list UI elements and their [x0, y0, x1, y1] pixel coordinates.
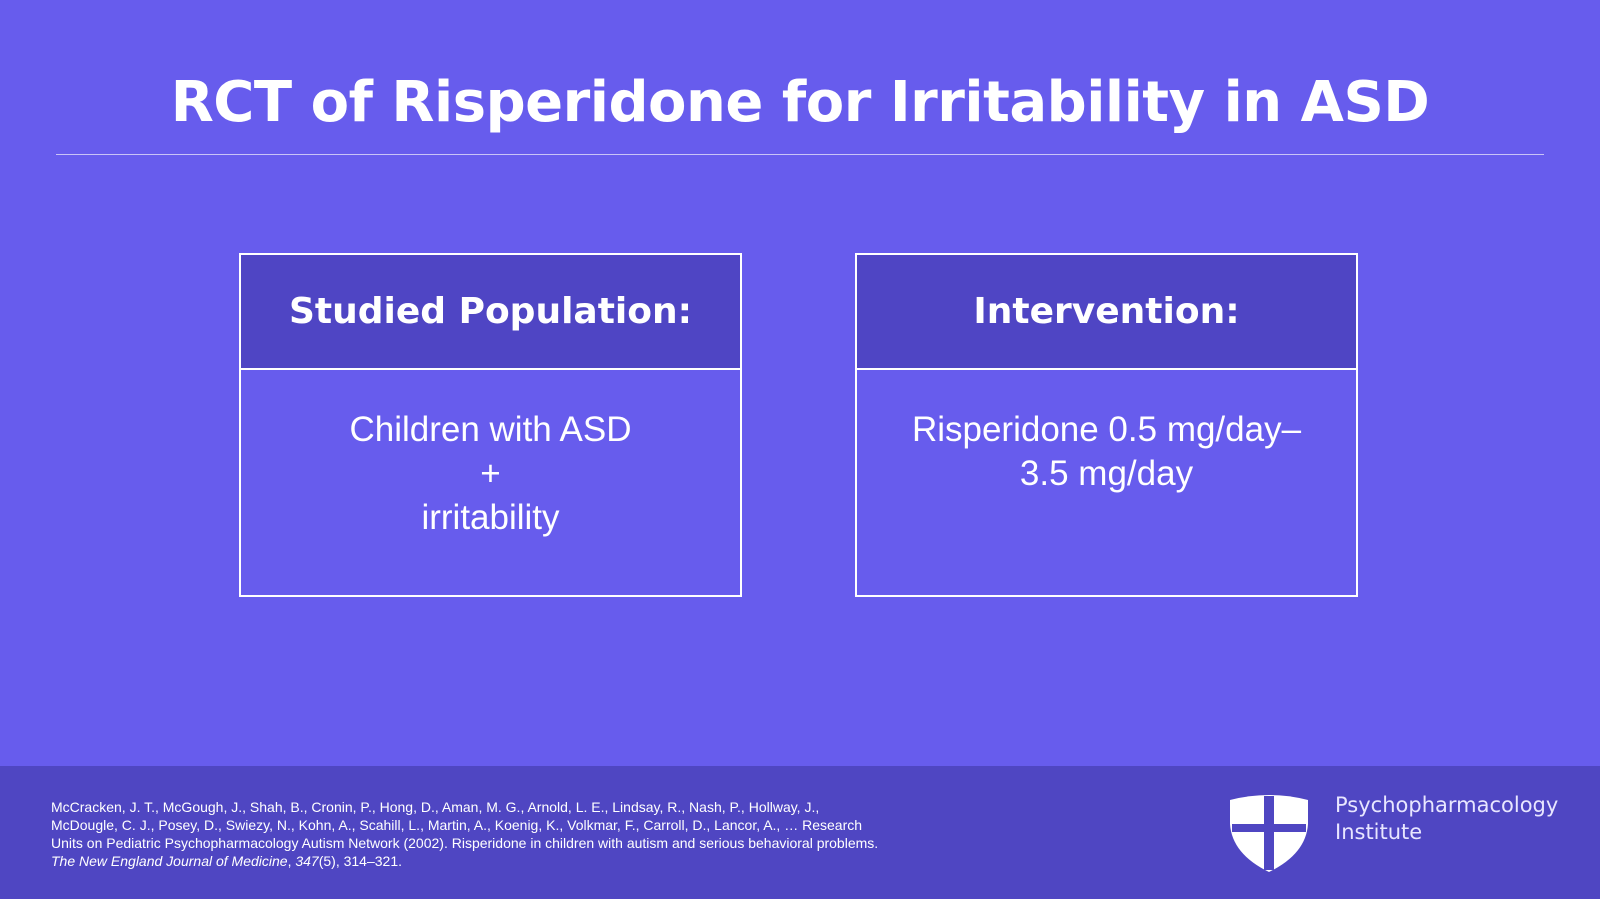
citation-text: McCracken, J. T., McGough, J., Shah, B.,…: [51, 799, 879, 851]
box-header: Studied Population:: [241, 255, 740, 370]
box-line: 3.5 mg/day: [1019, 454, 1194, 493]
box-body: Children with ASD + irritability: [241, 370, 740, 540]
citation-journal: The New England Journal of Medicine: [51, 853, 288, 869]
slide-title: RCT of Risperidone for Irritability in A…: [170, 70, 1430, 135]
box-line: Children with ASD: [349, 410, 632, 449]
box-body: Risperidone 0.5 mg/day– 3.5 mg/day: [857, 370, 1356, 496]
footer: McCracken, J. T., McGough, J., Shah, B.,…: [0, 766, 1600, 899]
logo-shield: [1230, 795, 1308, 872]
divider: [56, 154, 1544, 155]
info-box: Studied Population: Children with ASD + …: [239, 253, 742, 597]
logo-line: Institute: [1335, 820, 1423, 844]
box-line: Risperidone 0.5 mg/day–: [911, 410, 1302, 449]
box-header: Intervention:: [857, 255, 1356, 370]
box-line: +: [480, 454, 501, 493]
logo-text: Psychopharmacology Institute: [1335, 792, 1558, 846]
box-line: irritability: [421, 498, 560, 537]
citation-text: ,: [287, 853, 296, 869]
logo-line: Psychopharmacology: [1335, 793, 1559, 817]
info-box: Intervention: Risperidone 0.5 mg/day– 3.…: [855, 253, 1358, 597]
citation: McCracken, J. T., McGough, J., Shah, B.,…: [51, 798, 881, 870]
citation-text: (5), 314–321.: [318, 853, 403, 869]
citation-volume: 347: [295, 853, 319, 869]
